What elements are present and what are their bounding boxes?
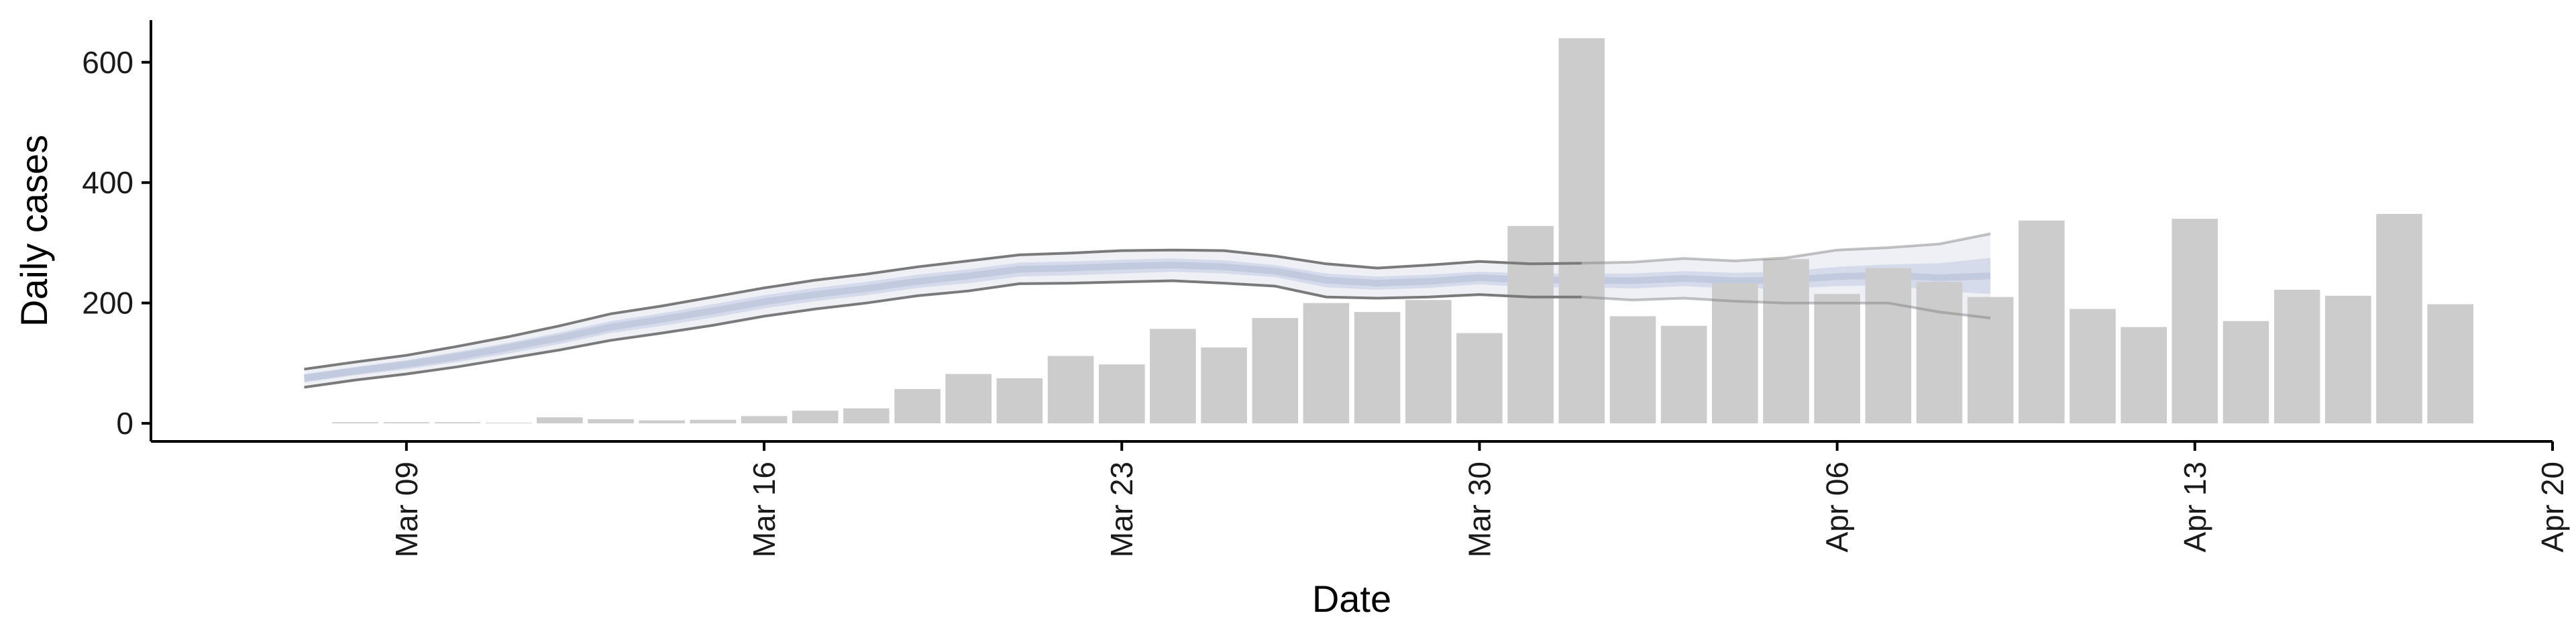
daily-cases-bar — [2222, 321, 2269, 424]
daily-cases-bar — [1303, 303, 1350, 424]
daily-cases-bar — [843, 408, 890, 424]
daily-cases-bar — [1099, 364, 1145, 424]
ticks-layer: 0 200 400 600 Mar 09 Mar 16 Mar 23 Mar 30 Apr 06… — [82, 45, 2570, 557]
daily-cases-bar — [2070, 309, 2116, 424]
daily-cases-bar — [1507, 225, 1554, 424]
daily-cases-bar — [2273, 289, 2320, 424]
daily-cases-bar — [1405, 300, 1452, 424]
y-tick-label: 600 — [82, 45, 133, 80]
y-tick-label: 200 — [82, 286, 133, 321]
daily-cases-bar — [537, 417, 583, 424]
daily-cases-bar — [2325, 295, 2371, 424]
axes-layer — [150, 20, 2553, 443]
daily-cases-bar — [2171, 219, 2218, 424]
daily-cases-bar — [2121, 327, 2167, 423]
daily-cases-bar — [1456, 333, 1503, 424]
daily-cases-bar — [996, 378, 1043, 424]
daily-cases-bar — [1201, 347, 1247, 423]
daily-cases-bar — [945, 374, 991, 424]
daily-cases-bar — [1354, 312, 1401, 424]
x-tick-label: Mar 16 — [747, 462, 782, 557]
daily-cases-bar — [1763, 259, 1809, 424]
y-tick-label: 0 — [116, 406, 133, 441]
x-tick-label: Mar 30 — [1462, 462, 1497, 557]
daily-cases-bar — [690, 419, 737, 424]
daily-cases-bar — [1712, 283, 1758, 424]
bars-layer — [332, 38, 2473, 424]
daily-cases-bar — [1814, 294, 1860, 424]
daily-cases-bar — [894, 388, 941, 423]
estimate-upper-line-projection — [1581, 232, 1991, 265]
daily-cases-bar — [434, 422, 481, 424]
daily-cases-bar — [1916, 282, 1963, 424]
x-axis-title: Date — [1312, 578, 1391, 620]
estimate-lower-line — [304, 279, 1582, 389]
daily-cases-bar — [1660, 325, 1707, 423]
daily-cases-bar — [741, 416, 788, 424]
daily-cases-bar — [792, 411, 839, 423]
daily-cases-bar — [1558, 38, 1605, 424]
daily-cases-bar — [1609, 316, 1656, 424]
daily-cases-bar — [383, 422, 430, 424]
daily-cases-bar — [2427, 304, 2473, 424]
daily-cases-bar — [1967, 297, 2014, 424]
x-tick-label: Mar 09 — [389, 462, 424, 557]
estimate-median-line — [303, 262, 1991, 382]
x-tick-label: Apr 20 — [2535, 462, 2570, 553]
y-tick-label: 400 — [82, 165, 133, 200]
daily-cases-bar — [1252, 318, 1299, 424]
daily-cases-bar — [639, 420, 685, 424]
x-tick-label: Apr 13 — [2178, 462, 2212, 553]
x-tick-label: Mar 23 — [1104, 462, 1139, 557]
x-tick-label: Apr 06 — [1820, 462, 1855, 553]
daily-cases-bar — [1865, 268, 1912, 424]
daily-cases-bar — [588, 419, 634, 424]
y-axis-title: Daily cases — [13, 135, 55, 327]
estimate-upper-line — [304, 248, 1582, 371]
daily-cases-bar — [1047, 356, 1094, 424]
daily-cases-bar — [2019, 220, 2065, 423]
daily-cases-bar — [1150, 329, 1196, 424]
daily-cases-bar — [2376, 213, 2422, 424]
estimate-lower-line-projection — [1581, 295, 1991, 320]
daily-cases-bar — [332, 422, 378, 424]
